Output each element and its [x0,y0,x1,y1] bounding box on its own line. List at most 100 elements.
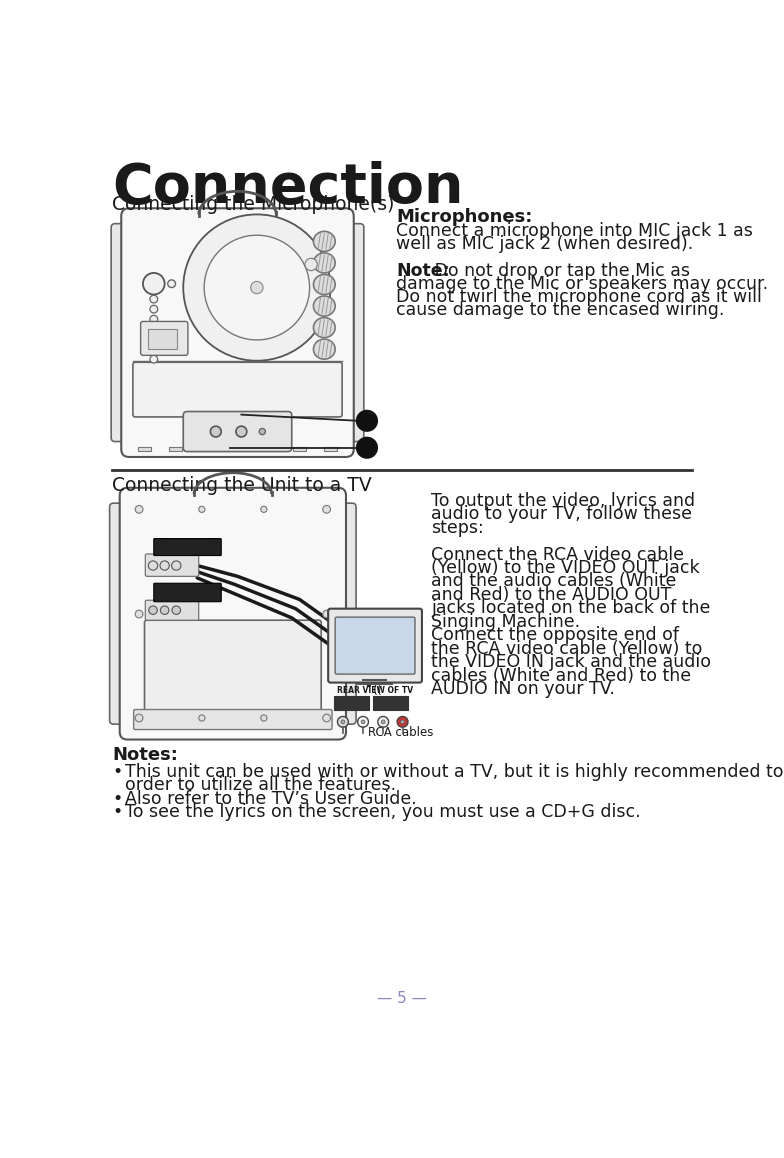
Circle shape [150,356,158,362]
Text: Do not drop or tap the Mic as: Do not drop or tap the Mic as [429,262,690,280]
Text: AUDIO OUT
(white - L
red - R): AUDIO OUT (white - L red - R) [167,582,207,602]
Text: To output the video, lyrics and: To output the video, lyrics and [431,492,695,510]
Circle shape [261,506,267,512]
Circle shape [397,717,408,727]
FancyBboxPatch shape [140,322,188,356]
Circle shape [150,315,158,323]
Ellipse shape [314,232,335,251]
Text: Connect the RCA video cable: Connect the RCA video cable [431,545,684,564]
Bar [325,447,336,450]
Text: Microphones:: Microphones: [397,208,533,226]
Circle shape [358,717,368,727]
Text: 2: 2 [362,441,372,454]
Text: — 5 —: — 5 — [377,991,426,1006]
Ellipse shape [314,296,335,316]
Circle shape [357,411,377,431]
Circle shape [236,426,247,437]
Text: Connect a microphone into MIC jack 1 as: Connect a microphone into MIC jack 1 as [397,222,753,240]
Circle shape [357,438,377,457]
Text: AUDIO
INPUT: AUDIO INPUT [379,697,401,708]
Text: •: • [112,763,122,780]
Circle shape [172,560,181,570]
Text: well as MIC jack 2 (when desired).: well as MIC jack 2 (when desired). [397,235,694,254]
Circle shape [260,428,266,434]
Circle shape [323,610,331,618]
Text: Do not twirl the microphone cord as it will: Do not twirl the microphone cord as it w… [397,288,762,307]
Text: ((: (( [373,684,383,712]
Circle shape [150,345,158,353]
Ellipse shape [314,252,335,273]
Circle shape [210,426,221,437]
FancyBboxPatch shape [132,362,342,417]
FancyBboxPatch shape [145,600,199,621]
Ellipse shape [314,274,335,294]
Circle shape [135,506,143,513]
Text: VIDEO
INPUT: VIDEO INPUT [340,697,362,708]
FancyBboxPatch shape [154,584,221,602]
FancyBboxPatch shape [110,504,140,724]
Circle shape [172,606,180,615]
Circle shape [149,606,158,615]
Circle shape [183,214,331,361]
Circle shape [337,717,348,727]
Text: VIDEO OUT
(yellow): VIDEO OUT (yellow) [166,537,209,557]
FancyBboxPatch shape [154,538,221,556]
Text: AUDIO IN on your TV.: AUDIO IN on your TV. [431,680,615,698]
Text: Note:: Note: [397,262,450,280]
Circle shape [161,606,169,615]
Text: and the audio cables (White: and the audio cables (White [431,572,677,591]
Circle shape [150,336,158,343]
FancyBboxPatch shape [333,223,364,441]
Text: Connect the opposite end of: Connect the opposite end of [431,626,679,644]
FancyBboxPatch shape [334,696,369,710]
Text: Connecting the Microphone(s): Connecting the Microphone(s) [112,196,394,214]
Text: Also refer to the TV’s User Guide.: Also refer to the TV’s User Guide. [125,790,417,807]
Circle shape [150,295,158,303]
Text: RCA cables: RCA cables [368,726,433,739]
Circle shape [143,273,165,294]
Text: •: • [112,790,122,807]
Text: 1: 1 [362,415,372,427]
FancyBboxPatch shape [144,621,321,713]
Circle shape [150,306,158,313]
Circle shape [150,325,158,334]
Circle shape [378,717,389,727]
Circle shape [135,610,143,618]
Ellipse shape [314,339,335,359]
Circle shape [381,720,385,724]
Ellipse shape [314,317,335,338]
Circle shape [341,720,345,724]
Circle shape [160,560,169,570]
FancyBboxPatch shape [328,609,422,682]
Circle shape [305,258,318,271]
Text: Singing Machine.: Singing Machine. [431,613,580,631]
Text: and Red) to the AUDIO OUT: and Red) to the AUDIO OUT [431,586,672,604]
FancyBboxPatch shape [145,554,199,577]
Circle shape [251,281,263,294]
FancyBboxPatch shape [373,696,408,710]
Text: Connecting the Unit to a TV: Connecting the Unit to a TV [112,476,372,496]
Circle shape [204,235,310,340]
Text: This unit can be used with or without a TV, but it is highly recommended to use : This unit can be used with or without a … [125,763,784,780]
Bar [147,329,177,350]
FancyBboxPatch shape [122,208,354,457]
Circle shape [148,560,158,570]
Text: cables (White and Red) to the: cables (White and Red) to the [431,667,691,684]
FancyBboxPatch shape [111,223,142,441]
Circle shape [361,720,365,724]
Text: the VIDEO IN jack and the audio: the VIDEO IN jack and the audio [431,653,711,672]
Text: the RCA video cable (Yellow) to: the RCA video cable (Yellow) to [431,640,702,658]
Text: REAR VIEW OF TV: REAR VIEW OF TV [336,687,412,696]
Circle shape [199,506,205,512]
Text: Notes:: Notes: [112,746,178,764]
Circle shape [199,714,205,721]
Text: damage to the Mic or speakers may occur.: damage to the Mic or speakers may occur. [397,276,768,293]
FancyBboxPatch shape [133,710,332,730]
Circle shape [261,714,267,721]
FancyBboxPatch shape [325,504,356,724]
Circle shape [168,280,176,287]
FancyBboxPatch shape [335,617,415,674]
Circle shape [135,714,143,721]
Text: •: • [112,802,122,821]
Text: jacks located on the back of the: jacks located on the back of the [431,600,710,617]
